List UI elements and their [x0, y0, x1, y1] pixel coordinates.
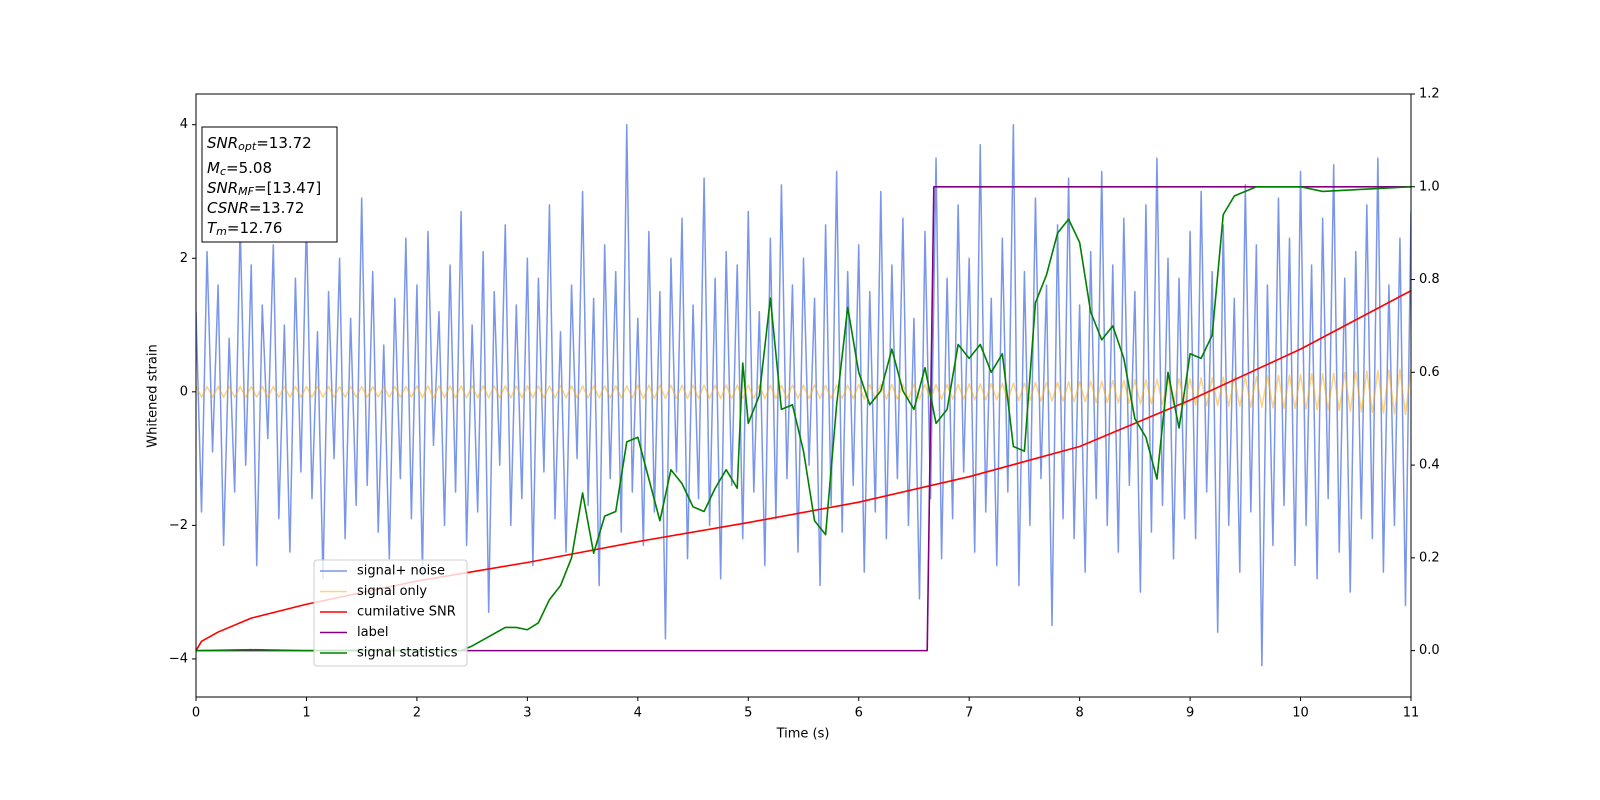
x-tick-label: 7 [965, 706, 973, 721]
annotation-box [201, 126, 338, 243]
x-tick-label: 10 [1292, 706, 1309, 721]
legend-label: signal statistics [357, 646, 458, 661]
y2-tick-label: 0.8 [1419, 272, 1440, 287]
y-tick-label: 4 [180, 117, 188, 132]
y2-tick-label: 0.4 [1419, 458, 1440, 473]
series-line [196, 368, 1411, 416]
y-tick-label: −4 [169, 651, 188, 666]
series-line [196, 185, 1411, 652]
y2-tick-label: 0.6 [1419, 365, 1440, 380]
annotation-subscript: m [216, 225, 227, 238]
y-tick-label: −2 [169, 518, 188, 533]
y2-tick-label: 0.0 [1419, 643, 1440, 658]
annotation-symbol: SNR [207, 134, 238, 152]
legend-label: signal+ noise [357, 564, 445, 579]
series-line [196, 185, 1411, 652]
annotation: SNRMF=[13.47] [207, 179, 321, 199]
annotation-value: =[13.47] [254, 179, 321, 197]
annotation: SNRopt=13.72 [207, 134, 312, 154]
x-tick-label: 1 [302, 706, 310, 721]
annotation: Mc=5.08 [207, 159, 272, 179]
annotation-subscript: c [220, 165, 226, 178]
x-tick-label: 3 [523, 706, 531, 721]
x-tick-label: 2 [413, 706, 421, 721]
legend-label: label [357, 625, 388, 640]
annotation: Tm=12.76 [207, 219, 282, 239]
annotation-subscript: opt [238, 140, 257, 153]
y-axis-label: Whitened strain [146, 344, 161, 447]
y2-tick-label: 0.2 [1419, 550, 1440, 565]
annotation-value: =13.72 [249, 199, 305, 217]
annotation-symbol: SNR [207, 179, 238, 197]
annotation-subscript: MF [238, 185, 254, 198]
y-tick-label: 0 [180, 384, 188, 399]
x-tick-label: 5 [744, 706, 752, 721]
annotation-symbol: CSNR [207, 199, 249, 217]
legend-label: cumilative SNR [357, 605, 456, 620]
x-axis-label: Time (s) [776, 727, 830, 742]
legend-box [313, 559, 468, 667]
plot-area [196, 123, 1411, 667]
x-tick-label: 4 [634, 706, 642, 721]
legend-label: signal only [357, 584, 427, 599]
y2-tick-label: 1.0 [1419, 179, 1440, 194]
axes-frame [195, 93, 1412, 698]
annotation-value: =13.72 [256, 134, 312, 152]
x-tick-label: 6 [855, 706, 863, 721]
annotation-value: =12.76 [227, 219, 283, 237]
y2-tick-label: 1.2 [1419, 87, 1440, 102]
series-line [196, 123, 1411, 667]
x-tick-label: 8 [1075, 706, 1083, 721]
x-tick-label: 9 [1186, 706, 1194, 721]
x-tick-label: 11 [1403, 706, 1420, 721]
series-line [196, 289, 1411, 652]
y-tick-label: 2 [180, 251, 188, 266]
annotation-symbol: T [207, 219, 218, 237]
annotation: CSNR=13.72 [207, 199, 304, 217]
annotation-symbol: M [207, 159, 220, 177]
x-tick-label: 0 [192, 706, 200, 721]
annotation-value: =5.08 [226, 159, 272, 177]
